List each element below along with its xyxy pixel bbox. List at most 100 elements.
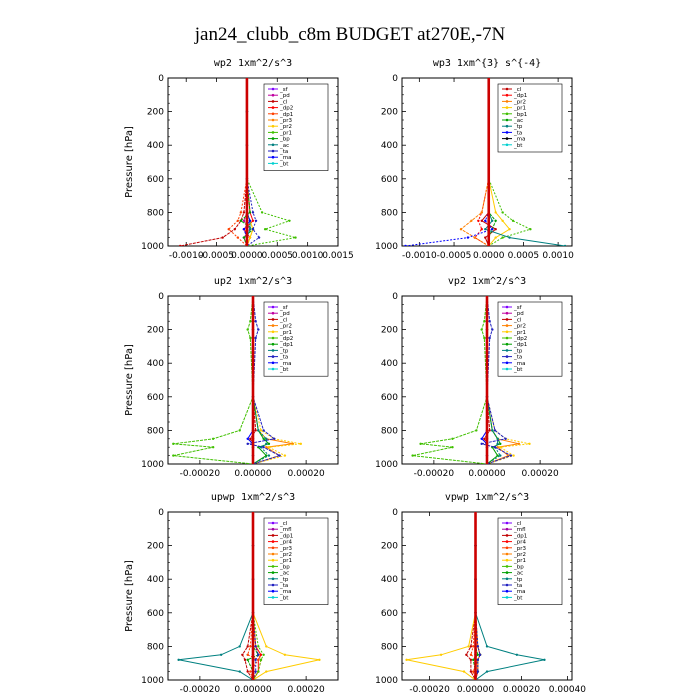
legend-marker xyxy=(271,552,275,556)
legend-marker xyxy=(505,112,509,116)
legend-marker xyxy=(271,155,275,159)
x-tick-label: 0.00020 xyxy=(288,685,325,695)
series-point xyxy=(278,454,281,457)
series-point xyxy=(262,653,265,656)
series-point xyxy=(259,653,263,656)
legend-marker xyxy=(271,324,275,327)
legend-label: _ta xyxy=(279,583,288,589)
series-point xyxy=(508,236,511,239)
series-point xyxy=(265,454,268,457)
y-tick-label: 600 xyxy=(381,393,398,403)
legend-box xyxy=(263,517,329,605)
series-point xyxy=(466,236,470,239)
series-point xyxy=(494,211,497,214)
series-point xyxy=(411,454,414,457)
y-tick-label: 200 xyxy=(381,542,398,552)
legend-label: _dp1 xyxy=(513,93,527,99)
legend-marker xyxy=(271,583,275,587)
legend-marker xyxy=(271,330,275,334)
legend-marker xyxy=(271,558,275,562)
series-point xyxy=(470,219,473,222)
y-tick-label: 800 xyxy=(381,208,398,218)
y-tick-label: 1000 xyxy=(375,460,398,470)
series-point xyxy=(219,653,223,656)
series-point xyxy=(476,658,480,662)
legend-label: _dp1 xyxy=(279,112,293,118)
legend-marker xyxy=(271,367,275,371)
series-point xyxy=(529,228,532,231)
series-point xyxy=(211,446,215,449)
series-point xyxy=(211,437,215,440)
legend-marker xyxy=(505,552,509,556)
x-tick-label: 0.0005 xyxy=(508,251,540,261)
series-point xyxy=(283,653,287,656)
series-point xyxy=(257,429,260,432)
series-point xyxy=(265,670,268,673)
series-point xyxy=(488,320,491,323)
panel-title: vpwp 1xm^2/s^3 xyxy=(445,492,529,503)
legend-label: _ma xyxy=(279,155,291,161)
x-tick-label: -0.0005 xyxy=(437,251,472,261)
series-point xyxy=(496,437,499,440)
series-point xyxy=(480,219,483,222)
series-point xyxy=(249,437,252,440)
legend-marker xyxy=(271,571,275,574)
series-point xyxy=(178,244,182,246)
panel-title: wp3 1xm^{3} s^{-4} xyxy=(433,58,541,69)
series-point xyxy=(249,336,252,340)
legend-label: _bt xyxy=(279,161,289,167)
series-point xyxy=(265,437,268,440)
legend-marker xyxy=(505,137,509,140)
series-point xyxy=(294,236,297,239)
legend-label: _sf xyxy=(279,87,289,93)
series-point xyxy=(480,228,483,231)
panel-3: up2 1xm^2/s^3 0 200 400 600 800 1000 Pressure [… xyxy=(124,276,339,479)
series-point xyxy=(462,670,466,673)
series-point xyxy=(238,645,241,648)
legend-label: _bt xyxy=(279,595,289,601)
series-point xyxy=(246,437,249,440)
y-tick-label: 400 xyxy=(147,141,164,151)
legend-marker xyxy=(505,355,509,358)
series-point xyxy=(254,645,257,648)
legend-marker xyxy=(271,349,275,352)
series-point xyxy=(494,219,497,222)
series-point xyxy=(248,211,252,214)
y-tick-label: 0 xyxy=(158,74,164,84)
legend-label: _bp xyxy=(513,564,524,570)
legend-label: _ta xyxy=(279,149,288,155)
series-point xyxy=(501,211,504,214)
legend-marker xyxy=(271,534,275,537)
series-point xyxy=(473,236,477,239)
series-point xyxy=(246,653,249,656)
series-point xyxy=(262,437,265,440)
legend-marker xyxy=(505,318,509,321)
series-point xyxy=(563,244,567,246)
y-tick-label: 1000 xyxy=(141,460,164,470)
y-tick-label: 600 xyxy=(381,175,398,185)
y-axis-label: Pressure [hPa] xyxy=(124,560,135,632)
legend-label: _tp xyxy=(513,124,523,130)
legend-marker xyxy=(271,336,275,340)
legend-marker xyxy=(505,106,509,109)
panel-title: wp2 1xm^2/s^3 xyxy=(214,58,292,69)
series-point xyxy=(227,228,230,231)
series-point xyxy=(246,658,249,662)
series-point xyxy=(262,446,265,449)
y-tick-label: 400 xyxy=(147,359,164,369)
x-tick-label: 0.00000 xyxy=(457,685,494,695)
legend-marker xyxy=(271,565,275,568)
y-tick-label: 0 xyxy=(158,508,164,518)
x-tick-label: 0.0000 xyxy=(473,251,505,261)
legend-marker xyxy=(505,361,509,365)
legend-marker xyxy=(505,342,509,346)
legend-label: _dp1 xyxy=(513,342,527,348)
legend-marker xyxy=(271,137,275,140)
legend-label: _mfl xyxy=(513,527,526,533)
legend-label: _dp2 xyxy=(279,106,293,112)
legend-marker xyxy=(271,118,275,122)
legend-label: _ac xyxy=(279,571,289,577)
series-point xyxy=(246,328,249,331)
legend-marker xyxy=(505,583,509,587)
series-point xyxy=(491,429,494,432)
